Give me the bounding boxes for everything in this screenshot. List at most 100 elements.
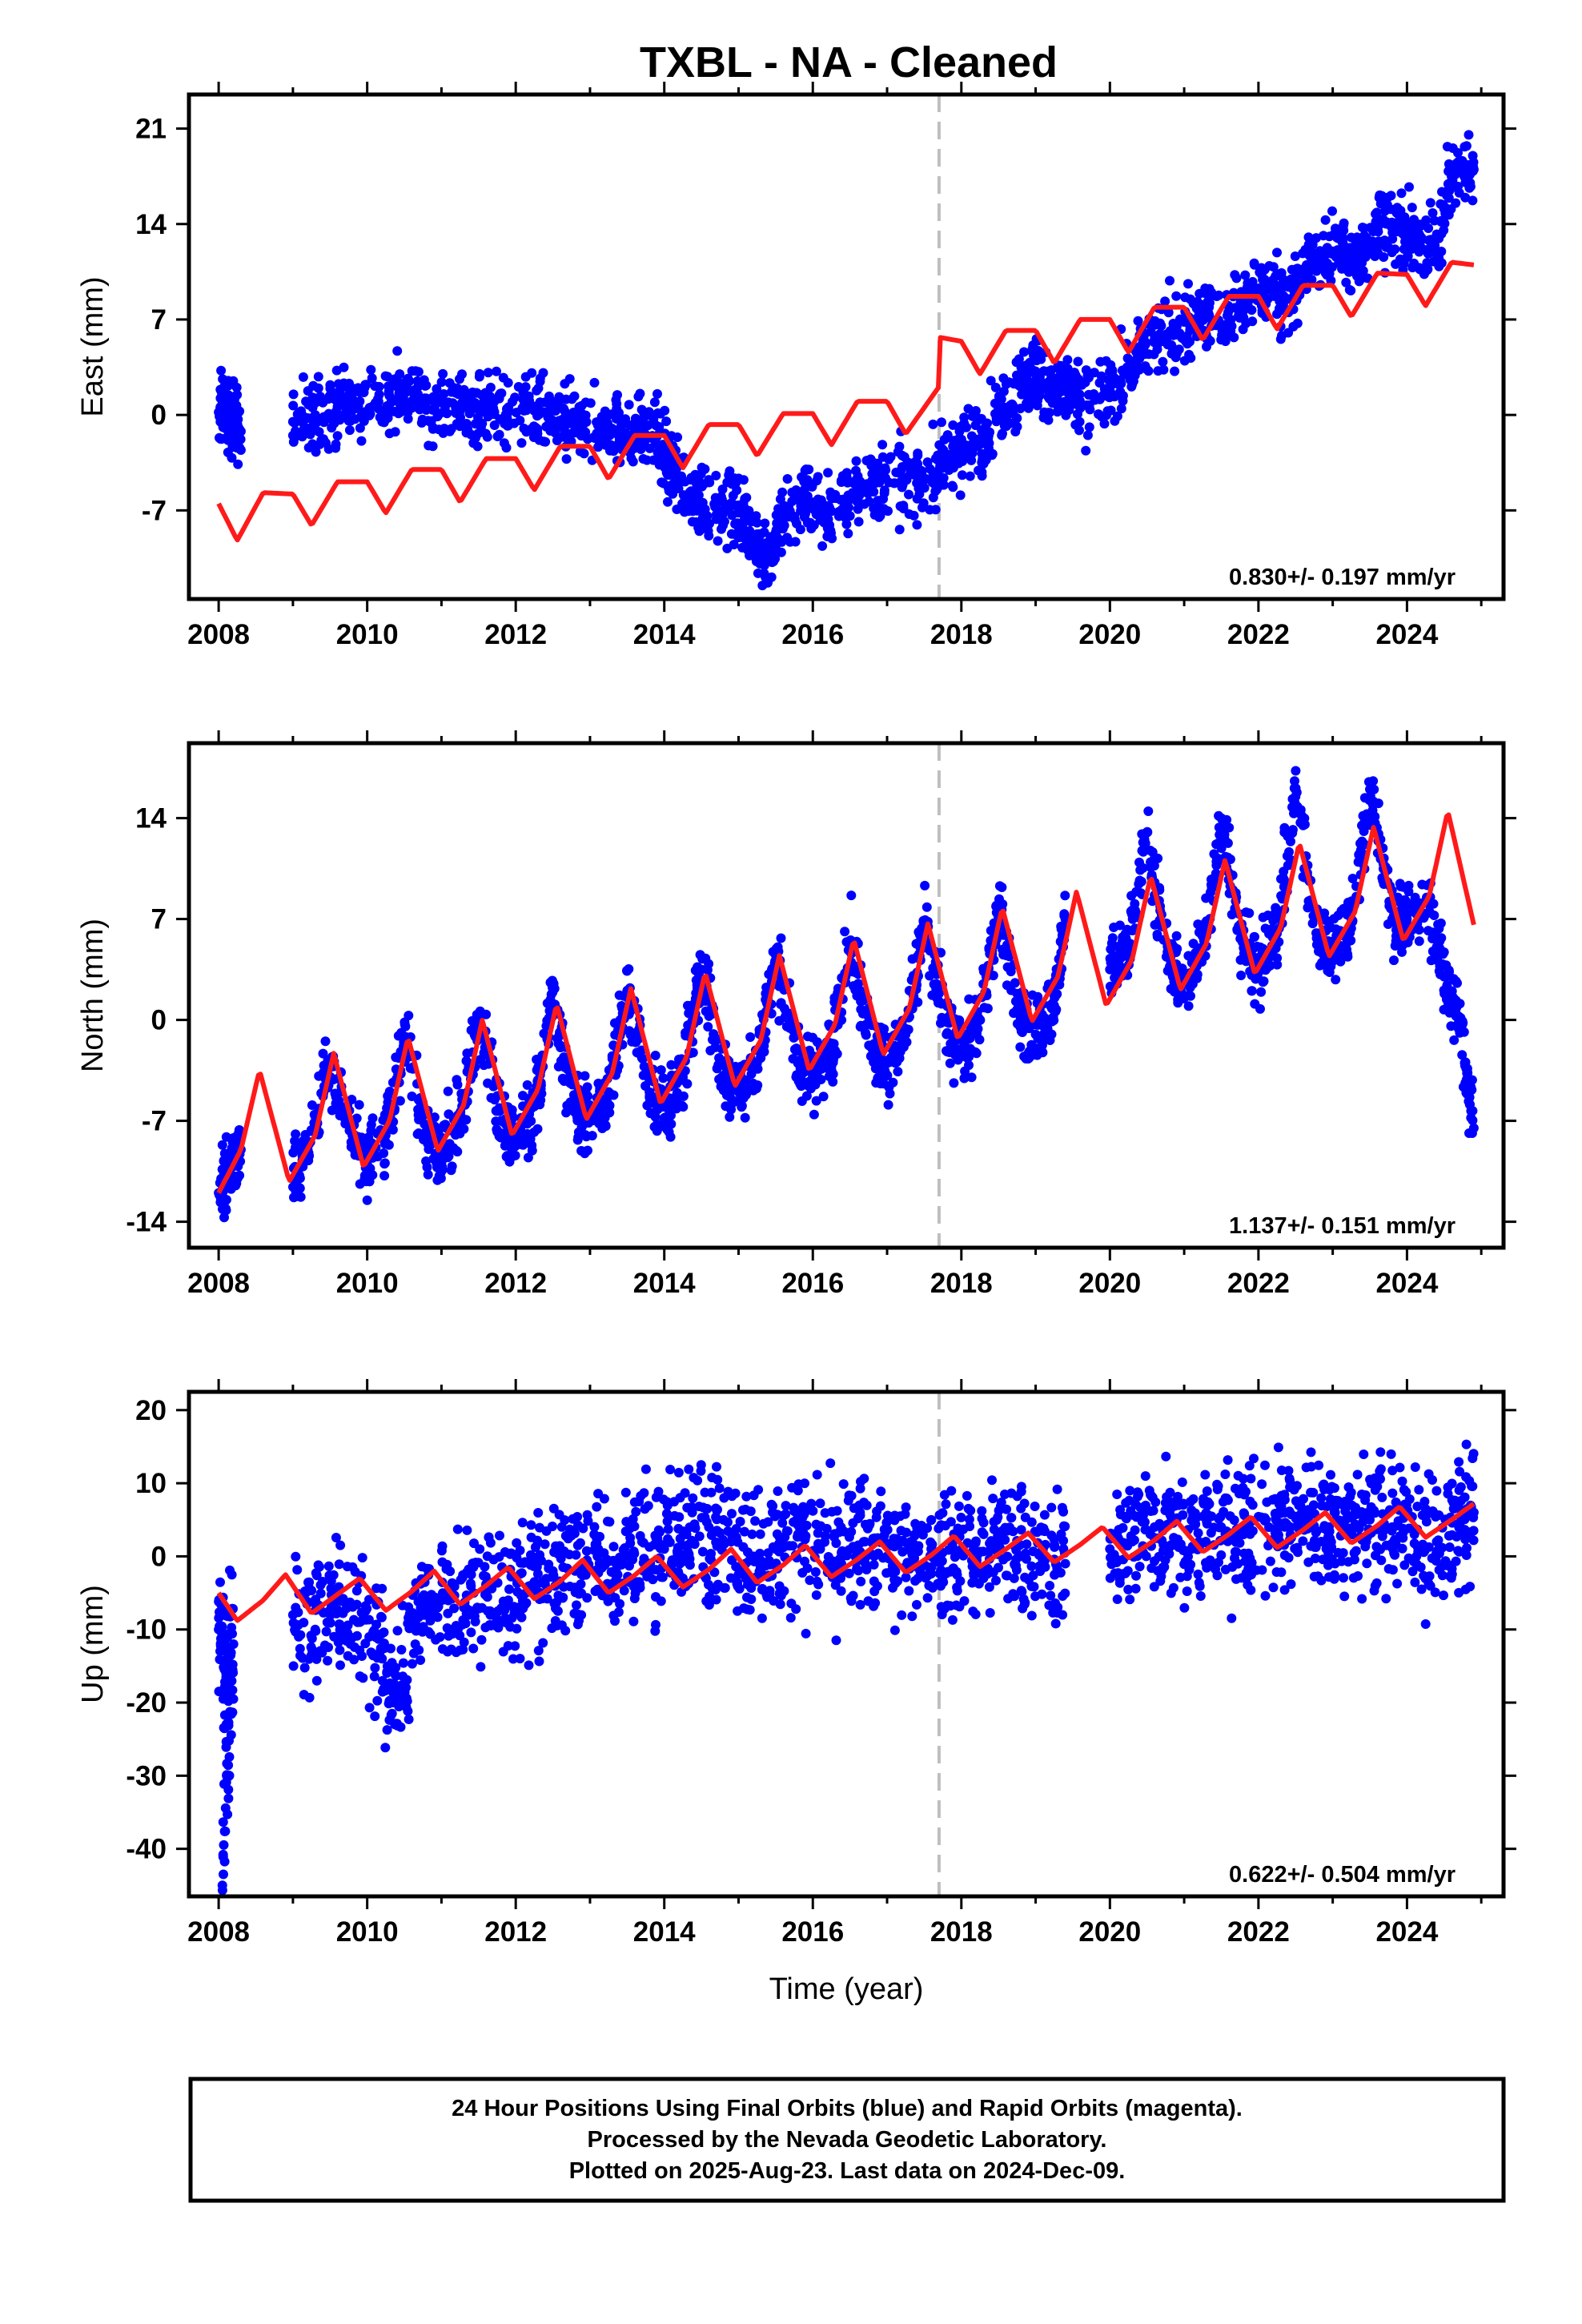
daily-position-point — [717, 524, 726, 534]
daily-position-point — [400, 1021, 411, 1031]
daily-position-point — [776, 933, 786, 943]
daily-position-point — [407, 1092, 417, 1101]
daily-position-point — [883, 1100, 893, 1110]
daily-position-point — [1457, 1050, 1468, 1060]
daily-position-point — [384, 1087, 395, 1096]
daily-position-point — [949, 1078, 959, 1088]
daily-position-point — [680, 494, 690, 505]
daily-position-point — [1368, 776, 1379, 786]
daily-position-point — [722, 543, 733, 553]
daily-position-point — [1342, 944, 1352, 955]
daily-position-point — [1279, 866, 1289, 877]
daily-position-point — [803, 1031, 813, 1042]
daily-position-point — [483, 412, 493, 422]
daily-position-point — [760, 518, 770, 529]
y-tick-label: 0 — [151, 1005, 167, 1036]
daily-position-point — [482, 403, 492, 413]
daily-position-point — [656, 448, 667, 458]
daily-position-point — [422, 1162, 432, 1172]
daily-position-point — [1001, 408, 1011, 418]
daily-position-point — [984, 443, 994, 453]
daily-position-point — [355, 423, 365, 433]
daily-position-point — [1110, 373, 1120, 384]
daily-position-point — [920, 880, 930, 891]
daily-position-point — [572, 1112, 582, 1123]
daily-position-point — [696, 468, 706, 479]
daily-position-point — [1397, 947, 1407, 957]
daily-position-point — [1062, 355, 1073, 365]
daily-position-point — [1401, 252, 1411, 263]
daily-position-point — [813, 472, 823, 482]
daily-position-point — [682, 1079, 693, 1089]
daily-position-point — [714, 1053, 725, 1063]
daily-position-point — [1341, 277, 1351, 287]
daily-position-point — [1131, 355, 1141, 365]
daily-position-point — [219, 1839, 229, 1850]
daily-position-point — [656, 477, 667, 488]
daily-position-point — [1017, 389, 1027, 400]
daily-position-point — [1099, 419, 1110, 429]
daily-position-point — [1260, 965, 1271, 975]
daily-position-point — [688, 1047, 698, 1058]
daily-position-point — [1211, 860, 1222, 870]
daily-position-point — [1123, 925, 1134, 935]
daily-position-point — [970, 406, 981, 416]
y-axis-title: East (mm) — [76, 276, 110, 416]
daily-position-point — [510, 1150, 520, 1160]
daily-position-point — [1291, 271, 1302, 280]
daily-position-point — [288, 1148, 299, 1158]
daily-position-point — [295, 408, 305, 417]
daily-position-point — [930, 505, 941, 515]
daily-position-point — [432, 1175, 443, 1185]
daily-position-point — [1400, 236, 1410, 247]
daily-position-point — [610, 1030, 620, 1040]
daily-position-point — [1112, 411, 1122, 421]
daily-position-point — [928, 963, 938, 973]
daily-position-point — [633, 1034, 644, 1044]
panel-north: 2008 2010 2012 2014 2016 2018 2020 2022 20241470… — [76, 730, 1516, 1299]
daily-position-point — [986, 376, 996, 386]
x-tick-label: 2010 — [336, 619, 399, 650]
daily-position-point — [523, 1152, 533, 1163]
daily-position-point — [1464, 130, 1474, 140]
daily-position-point — [580, 410, 591, 420]
daily-position-point — [1217, 828, 1227, 838]
daily-position-point — [1323, 260, 1333, 271]
daily-position-point — [1414, 936, 1424, 947]
daily-position-point — [1303, 232, 1314, 243]
daily-position-point — [851, 456, 861, 466]
daily-position-point — [404, 376, 415, 386]
daily-position-point — [782, 474, 793, 484]
daily-position-point — [327, 423, 337, 433]
daily-position-point — [235, 445, 246, 455]
daily-position-point — [1150, 318, 1160, 328]
daily-position-point — [745, 1032, 756, 1042]
daily-position-point — [722, 477, 733, 488]
daily-position-point — [1084, 400, 1094, 410]
daily-position-point — [942, 1017, 952, 1027]
daily-position-point — [342, 410, 352, 420]
daily-position-point — [737, 542, 748, 553]
daily-position-point — [214, 1687, 224, 1697]
daily-position-point — [1118, 396, 1128, 406]
daily-position-point — [1131, 887, 1142, 897]
daily-position-point — [678, 1102, 689, 1112]
daily-position-point — [223, 1632, 233, 1642]
daily-position-point — [1182, 339, 1193, 349]
daily-position-point — [768, 546, 778, 557]
daily-position-point — [979, 1003, 990, 1013]
daily-position-point — [1278, 274, 1288, 284]
daily-position-point — [1223, 308, 1233, 318]
daily-position-point — [335, 1102, 346, 1112]
daily-position-point — [628, 456, 638, 467]
daily-position-point — [489, 420, 500, 430]
daily-position-point — [444, 1141, 455, 1152]
daily-position-point — [959, 1073, 970, 1084]
daily-position-point — [1113, 942, 1123, 952]
daily-position-point — [764, 969, 774, 979]
daily-position-point — [959, 412, 970, 423]
daily-position-point — [485, 392, 496, 402]
daily-position-point — [797, 1096, 807, 1106]
daily-position-point — [1292, 263, 1303, 274]
daily-position-point — [587, 1131, 597, 1141]
